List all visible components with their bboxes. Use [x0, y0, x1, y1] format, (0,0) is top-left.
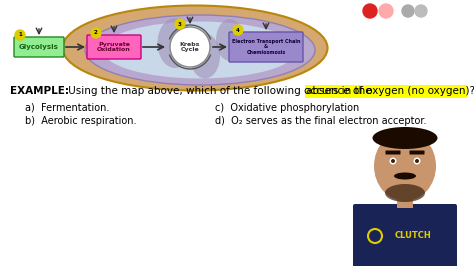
Ellipse shape: [157, 18, 192, 68]
Circle shape: [415, 5, 427, 17]
Text: EXAMPLE:: EXAMPLE:: [10, 86, 69, 96]
Text: Pyruvate
Oxidation: Pyruvate Oxidation: [97, 41, 131, 52]
Circle shape: [415, 159, 419, 163]
Circle shape: [363, 4, 377, 18]
Ellipse shape: [373, 127, 438, 149]
Circle shape: [170, 27, 210, 67]
Ellipse shape: [190, 34, 220, 78]
Circle shape: [15, 30, 25, 40]
Circle shape: [390, 157, 396, 164]
Text: Using the map above, which of the following occurs in the: Using the map above, which of the follow…: [65, 86, 375, 96]
Text: absence of oxygen (no oxygen)?: absence of oxygen (no oxygen)?: [306, 86, 474, 96]
Text: c)  Oxidative phosphorylation: c) Oxidative phosphorylation: [215, 103, 359, 113]
Ellipse shape: [374, 131, 436, 201]
Text: Krebs
Cycle: Krebs Cycle: [180, 41, 200, 52]
Text: CLUTCH: CLUTCH: [395, 231, 432, 240]
Text: a)  Fermentation.: a) Fermentation.: [25, 103, 109, 113]
FancyBboxPatch shape: [14, 37, 64, 57]
Text: 1: 1: [18, 32, 22, 38]
Text: 2: 2: [94, 31, 98, 35]
Circle shape: [233, 25, 243, 35]
Ellipse shape: [394, 172, 416, 180]
Circle shape: [91, 28, 101, 38]
FancyBboxPatch shape: [353, 204, 457, 266]
Circle shape: [379, 4, 393, 18]
Circle shape: [391, 159, 395, 163]
Ellipse shape: [216, 19, 244, 61]
FancyBboxPatch shape: [385, 151, 401, 155]
FancyBboxPatch shape: [397, 193, 413, 208]
Text: 3: 3: [178, 22, 182, 27]
Ellipse shape: [63, 6, 328, 90]
Ellipse shape: [102, 22, 298, 78]
FancyBboxPatch shape: [305, 85, 467, 98]
Ellipse shape: [385, 184, 425, 202]
Circle shape: [402, 5, 414, 17]
Text: 4: 4: [236, 27, 240, 32]
Ellipse shape: [85, 15, 315, 85]
Circle shape: [175, 19, 185, 29]
Text: Electron Transport Chain
&
Chemiosmosis: Electron Transport Chain & Chemiosmosis: [232, 39, 300, 55]
FancyBboxPatch shape: [410, 151, 425, 155]
Circle shape: [413, 157, 420, 164]
FancyBboxPatch shape: [229, 32, 303, 62]
Text: Glycolysis: Glycolysis: [19, 44, 59, 50]
Text: b)  Aerobic respiration.: b) Aerobic respiration.: [25, 116, 137, 126]
FancyBboxPatch shape: [87, 35, 141, 59]
Text: d)  O₂ serves as the final electron acceptor.: d) O₂ serves as the final electron accep…: [215, 116, 427, 126]
